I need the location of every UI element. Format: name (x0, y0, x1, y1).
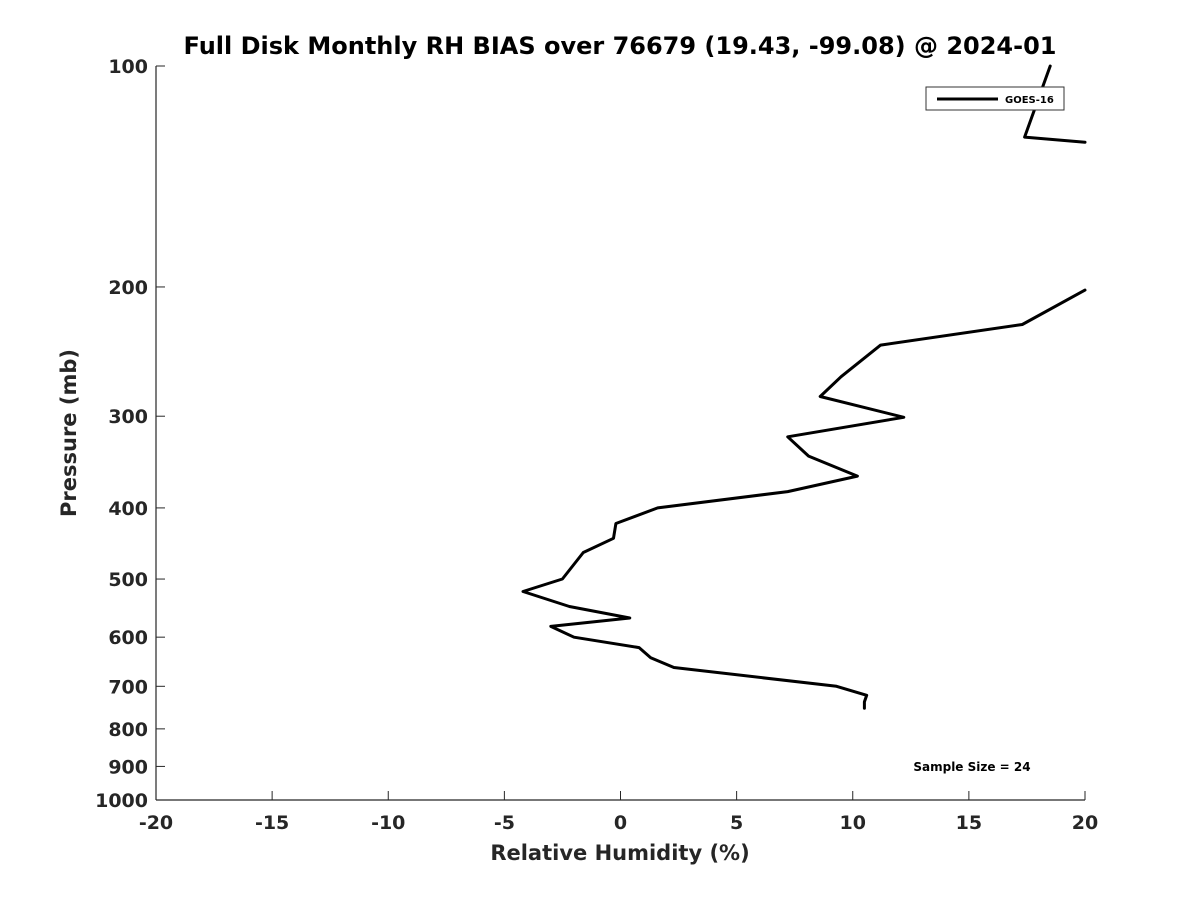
y-tick-label: 500 (108, 569, 148, 591)
y-tick-label: 900 (108, 756, 148, 778)
y-tick-label: 800 (108, 719, 148, 741)
chart-title: Full Disk Monthly RH BIAS over 76679 (19… (184, 32, 1057, 60)
x-axis-title: Relative Humidity (%) (490, 841, 749, 865)
legend-label-goes-16: GOES-16 (1005, 95, 1054, 106)
x-axis: -20 -15 -10 -5 0 5 10 15 20 (139, 791, 1098, 834)
legend: GOES-16 (925, 86, 1065, 111)
y-axis-title: Pressure (mb) (57, 349, 81, 517)
y-tick-label: 700 (108, 676, 148, 698)
y-tick-label: 200 (108, 277, 148, 299)
x-tick-label: 5 (730, 812, 743, 834)
plot-area (156, 66, 1085, 800)
x-tick-label: 15 (956, 812, 982, 834)
series-line-goes-16 (521, 288, 1087, 710)
x-tick-label: -5 (494, 812, 515, 834)
y-tick-label: 600 (108, 627, 148, 649)
x-tick-label: 0 (614, 812, 627, 834)
y-tick-label: 400 (108, 498, 148, 520)
y-axis: 100 200 300 400 500 600 700 800 900 1000 (95, 56, 165, 812)
x-tick-label: 20 (1072, 812, 1098, 834)
sample-size-annotation: Sample Size = 24 (913, 760, 1030, 774)
x-tick-label: -20 (139, 812, 173, 834)
x-tick-label: -10 (371, 812, 405, 834)
y-tick-label: 1000 (95, 790, 148, 812)
x-tick-label: -15 (255, 812, 289, 834)
x-tick-label: 10 (840, 812, 866, 834)
y-tick-label: 300 (108, 406, 148, 428)
y-tick-label: 100 (108, 56, 148, 78)
